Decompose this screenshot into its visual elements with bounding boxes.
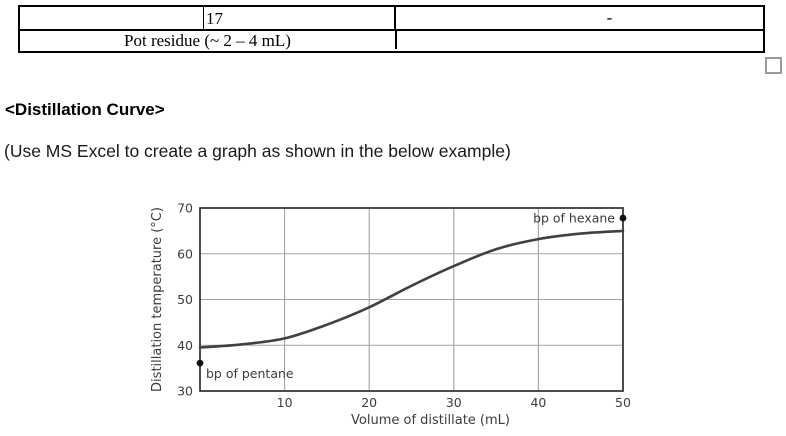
distillation-chart: bp of pentane bp of hexane 10 20 30 40 50 30 40 5…: [148, 198, 680, 436]
table-cell-value: 17: [204, 7, 396, 29]
section-heading: <Distillation Curve>: [5, 100, 165, 119]
table-cell-empty: [20, 7, 204, 29]
table-row: Pot residue (~ 2 – 4 mL): [20, 31, 763, 50]
table-row: 17 -: [20, 7, 763, 31]
bp-annotation-label: bp of hexane: [533, 211, 615, 226]
table-cell-pot-residue: Pot residue (~ 2 – 4 mL): [20, 31, 397, 50]
x-tick-label: 30: [446, 395, 462, 410]
table-cell-empty: [397, 31, 763, 49]
distillation-chart-svg: bp of pentane bp of hexane 10 20 30 40 50 30 40 5…: [150, 201, 631, 429]
y-tick-label: 70: [177, 201, 193, 216]
y-tick-label: 40: [177, 338, 193, 353]
x-tick-label: 40: [530, 395, 546, 410]
bp-marker-dot: [196, 359, 204, 367]
y-axis-title: Distillation temperature (°C): [150, 207, 165, 392]
table-handle-square-icon[interactable]: [765, 57, 782, 74]
y-tick-label: 50: [177, 292, 193, 307]
plot-frame: [199, 207, 624, 392]
y-tick-label: 60: [177, 246, 193, 261]
bp-marker-dot: [619, 214, 627, 222]
data-table: 17 - Pot residue (~ 2 – 4 mL): [18, 5, 765, 53]
x-tick-label: 10: [277, 395, 293, 410]
instruction-text: (Use MS Excel to create a graph as shown…: [4, 141, 511, 161]
table-cell-dash: -: [606, 8, 613, 27]
x-axis-title: Volume of distillate (mL): [351, 413, 510, 428]
x-tick-label: 50: [615, 395, 631, 410]
x-tick-label: 20: [361, 395, 377, 410]
y-tick-label: 30: [177, 384, 193, 399]
distillation-curve-line: [198, 229, 625, 349]
bp-annotation-label: bp of pentane: [206, 366, 294, 381]
